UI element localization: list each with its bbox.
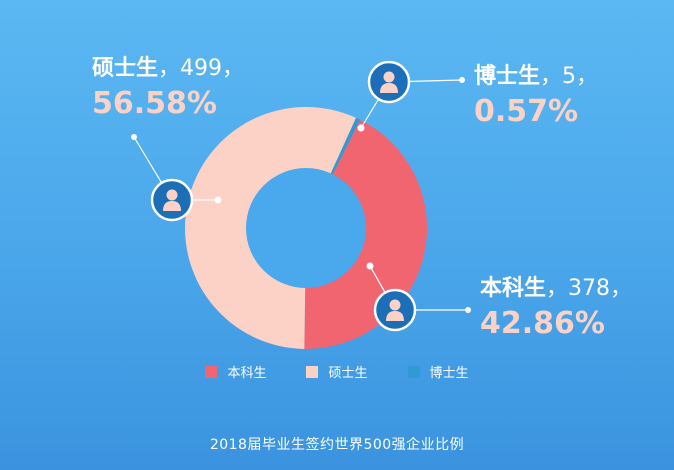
callout-bachelor-sep: ， xyxy=(546,276,569,301)
leader-dot-phd xyxy=(357,124,365,132)
callout-phd-pct: 0.57% xyxy=(474,94,579,129)
legend-swatch-phd xyxy=(407,365,420,378)
legend-item-bachelor: 本科生 xyxy=(205,362,266,381)
callout-phd-count: 5 xyxy=(562,64,577,89)
callout-master-sep: ， xyxy=(158,56,181,81)
person-icon xyxy=(150,178,194,222)
leader-end-dot-phd xyxy=(459,77,465,83)
callout-master-sep2: ， xyxy=(222,56,245,81)
callout-bachelor-count: 378 xyxy=(568,276,611,301)
legend: 本科生 硕士生 博士生 xyxy=(0,362,674,381)
callout-master-pct: 56.58% xyxy=(92,86,217,121)
marker-icons xyxy=(150,60,417,332)
legend-item-phd: 博士生 xyxy=(407,362,469,381)
chart-caption: 2018届毕业生签约世界500强企业比例 xyxy=(209,437,465,453)
callout-bachelor-name: 本科生 xyxy=(480,276,547,301)
callout-master: 硕士生，499， 56.58% xyxy=(92,50,244,121)
legend-swatch-bachelor xyxy=(205,365,218,378)
legend-swatch-master xyxy=(306,365,319,378)
callout-bachelor-sep2: ， xyxy=(610,276,633,301)
leader-end-dot-master xyxy=(131,134,137,140)
callout-bachelor-pct: 42.86% xyxy=(480,306,605,341)
callout-bachelor: 本科生，378， 42.86% xyxy=(480,270,632,341)
leader-dot-bachelor xyxy=(366,262,374,270)
callout-master-count: 499 xyxy=(180,56,223,81)
leader-end-dot-bachelor xyxy=(465,307,471,313)
donut-hole xyxy=(246,168,366,288)
person-icon xyxy=(367,60,411,104)
callout-phd-sep: ， xyxy=(540,64,563,89)
callout-master-name: 硕士生 xyxy=(92,56,159,81)
callout-phd-sep2: ， xyxy=(576,64,599,89)
legend-label-phd: 博士生 xyxy=(429,366,469,381)
person-icon xyxy=(373,288,417,332)
leader-dot-master xyxy=(214,196,222,204)
legend-label-bachelor: 本科生 xyxy=(227,366,267,381)
legend-item-master: 硕士生 xyxy=(306,362,368,381)
callout-phd: 博士生，5， 0.57% xyxy=(474,58,598,129)
callout-phd-name: 博士生 xyxy=(474,64,541,89)
legend-label-master: 硕士生 xyxy=(328,366,368,381)
